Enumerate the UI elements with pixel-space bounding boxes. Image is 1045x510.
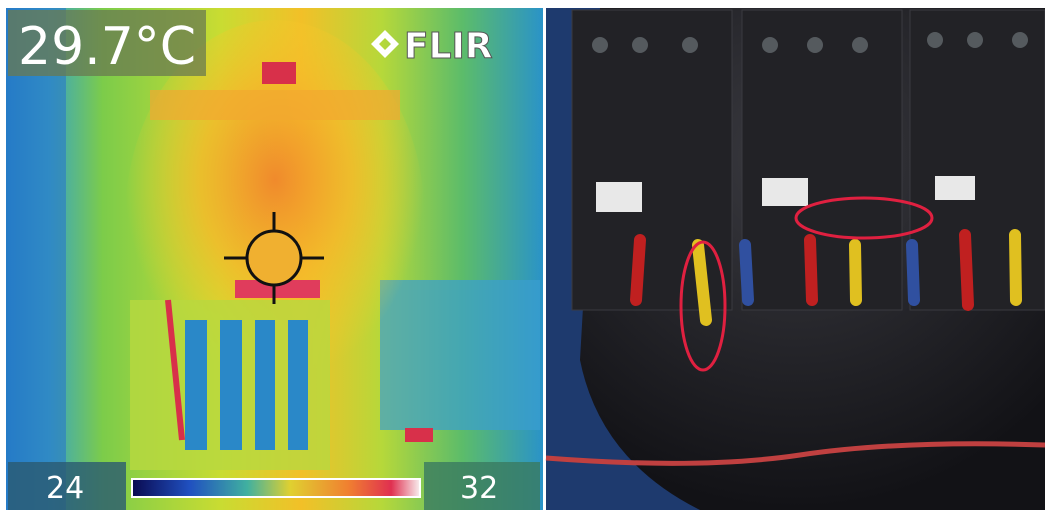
color-scale	[132, 479, 420, 497]
comparison-image: 29.7°C FLIR 24 32	[0, 0, 1045, 510]
temperature-reading: 29.7°C	[18, 17, 196, 77]
hot-beam	[150, 90, 400, 120]
scale-max: 32	[460, 471, 498, 506]
photo	[546, 8, 1045, 510]
hot-spot	[262, 62, 296, 84]
cold-edge	[6, 8, 66, 510]
hot-spot	[405, 428, 433, 442]
brand-name: FLIR	[404, 26, 493, 67]
scale-min: 24	[46, 471, 84, 506]
thermal-image: 29.7°C FLIR 24 32	[6, 8, 543, 510]
